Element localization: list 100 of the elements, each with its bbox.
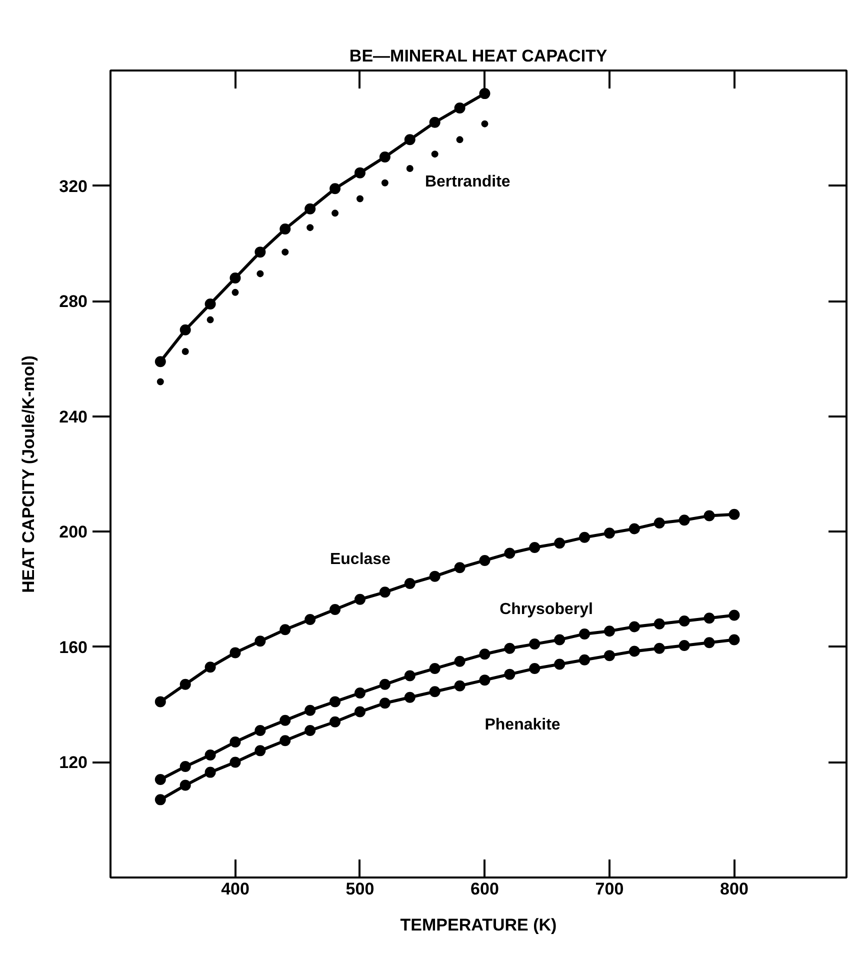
point — [280, 624, 291, 636]
point — [479, 648, 490, 660]
point — [654, 642, 665, 654]
point — [454, 102, 466, 114]
point — [354, 688, 366, 699]
point — [678, 616, 690, 626]
point — [429, 570, 440, 582]
point — [429, 686, 440, 698]
point — [354, 706, 366, 718]
point — [654, 518, 665, 528]
point — [404, 578, 416, 590]
point — [154, 794, 166, 806]
point — [256, 270, 264, 278]
point — [529, 663, 540, 674]
point — [404, 692, 416, 703]
point — [330, 696, 341, 708]
y-tick-label: 160 — [59, 638, 88, 657]
x-tick-label: 400 — [221, 880, 250, 898]
y-tick-label: 240 — [59, 407, 88, 426]
point — [354, 594, 366, 605]
point — [304, 614, 316, 626]
point — [330, 716, 341, 728]
point — [728, 508, 740, 520]
point — [280, 224, 291, 235]
series-label: Euclase — [330, 550, 391, 568]
point — [304, 725, 316, 736]
point — [504, 642, 516, 654]
point — [604, 650, 615, 662]
point — [454, 562, 466, 574]
point — [156, 378, 164, 386]
point — [554, 658, 566, 670]
point — [554, 538, 566, 549]
point — [354, 167, 366, 178]
point — [230, 272, 241, 284]
point — [554, 634, 566, 646]
x-tick-label: 700 — [595, 880, 624, 898]
point — [406, 165, 414, 172]
point — [306, 224, 314, 232]
y-tick-label: 120 — [59, 753, 88, 772]
x-tick-label: 500 — [346, 880, 374, 898]
point — [330, 604, 341, 615]
point — [529, 638, 540, 650]
point — [504, 668, 516, 680]
point — [678, 514, 690, 526]
point — [579, 628, 590, 640]
point — [704, 612, 715, 624]
point — [628, 621, 640, 632]
point — [728, 610, 740, 621]
text: Bertrandite — [424, 173, 510, 190]
point — [381, 179, 388, 186]
point — [254, 745, 266, 756]
point — [628, 646, 640, 657]
point — [180, 324, 191, 336]
point — [204, 750, 216, 760]
point — [529, 542, 540, 553]
point — [704, 510, 715, 522]
point — [481, 120, 488, 128]
point — [304, 203, 316, 214]
point — [429, 116, 440, 128]
point — [579, 532, 590, 543]
point — [379, 151, 390, 162]
point — [180, 678, 191, 690]
point — [180, 780, 191, 791]
point — [332, 210, 339, 217]
point — [454, 680, 466, 692]
point — [154, 356, 166, 368]
point — [379, 586, 390, 598]
point — [454, 656, 466, 667]
point — [254, 636, 266, 647]
y-tick-label: 320 — [59, 176, 88, 196]
point — [604, 528, 615, 539]
point — [356, 195, 364, 202]
point — [330, 183, 341, 194]
point — [254, 246, 266, 258]
point — [479, 674, 490, 686]
point — [232, 288, 239, 296]
point — [230, 736, 241, 748]
point — [704, 637, 715, 648]
point — [282, 248, 289, 256]
point — [404, 670, 416, 682]
point — [379, 678, 390, 690]
point — [280, 714, 291, 726]
x-axis-title: TEMPERATURE (K) — [400, 916, 557, 934]
point — [429, 663, 440, 674]
point — [456, 136, 464, 144]
point — [479, 554, 490, 566]
point — [404, 134, 416, 146]
series-label: Phenakite — [484, 716, 560, 734]
y-axis-title: HEAT CAPCITY (Joule/K-mol) — [19, 355, 38, 593]
point — [154, 696, 166, 708]
point — [604, 626, 615, 637]
x-tick-label: 600 — [470, 880, 499, 898]
point — [628, 523, 640, 534]
point — [204, 766, 216, 778]
point — [204, 662, 216, 673]
y-tick-label: 280 — [59, 292, 88, 312]
series-label: Chrysoberyl — [500, 601, 593, 618]
point — [654, 618, 665, 630]
point — [230, 756, 241, 768]
point — [479, 88, 490, 100]
